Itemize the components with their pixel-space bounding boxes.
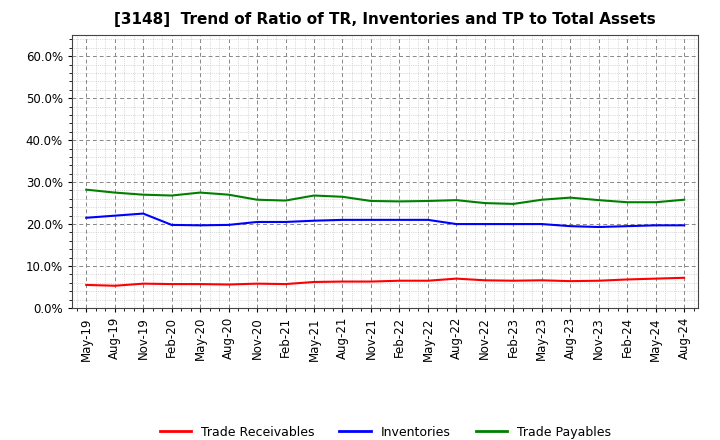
Inventories — [366, 217, 375, 223]
Trade Payables — [82, 187, 91, 192]
Trade Receivables — [452, 276, 461, 281]
Trade Receivables — [139, 281, 148, 286]
Trade Receivables — [423, 278, 432, 283]
Inventories — [167, 222, 176, 227]
Inventories — [566, 224, 575, 229]
Trade Receivables — [509, 278, 518, 283]
Inventories — [110, 213, 119, 218]
Inventories — [423, 217, 432, 223]
Title: [3148]  Trend of Ratio of TR, Inventories and TP to Total Assets: [3148] Trend of Ratio of TR, Inventories… — [114, 12, 656, 27]
Inventories — [82, 215, 91, 220]
Trade Payables — [282, 198, 290, 203]
Inventories — [225, 222, 233, 227]
Inventories — [395, 217, 404, 223]
Trade Payables — [196, 190, 204, 195]
Trade Receivables — [623, 277, 631, 282]
Inventories — [196, 223, 204, 228]
Trade Receivables — [225, 282, 233, 287]
Trade Receivables — [480, 278, 489, 283]
Trade Payables — [423, 198, 432, 204]
Trade Receivables — [310, 279, 318, 285]
Inventories — [623, 224, 631, 229]
Trade Payables — [310, 193, 318, 198]
Inventories — [480, 221, 489, 227]
Inventories — [452, 221, 461, 227]
Trade Payables — [595, 198, 603, 203]
Trade Payables — [366, 198, 375, 204]
Trade Receivables — [395, 278, 404, 283]
Inventories — [282, 219, 290, 224]
Trade Receivables — [196, 282, 204, 287]
Trade Receivables — [282, 282, 290, 287]
Trade Receivables — [366, 279, 375, 284]
Trade Payables — [537, 197, 546, 202]
Inventories — [595, 224, 603, 230]
Inventories — [338, 217, 347, 223]
Trade Receivables — [652, 276, 660, 281]
Line: Inventories: Inventories — [86, 213, 684, 227]
Trade Payables — [480, 201, 489, 206]
Trade Payables — [139, 192, 148, 197]
Trade Payables — [338, 194, 347, 199]
Line: Trade Payables: Trade Payables — [86, 190, 684, 204]
Trade Receivables — [338, 279, 347, 284]
Trade Payables — [680, 197, 688, 202]
Trade Receivables — [110, 283, 119, 288]
Inventories — [652, 223, 660, 228]
Trade Payables — [452, 198, 461, 203]
Trade Payables — [395, 199, 404, 204]
Inventories — [680, 223, 688, 228]
Legend: Trade Receivables, Inventories, Trade Payables: Trade Receivables, Inventories, Trade Pa… — [155, 421, 616, 440]
Trade Payables — [652, 200, 660, 205]
Inventories — [509, 221, 518, 227]
Line: Trade Receivables: Trade Receivables — [86, 278, 684, 286]
Trade Receivables — [566, 279, 575, 284]
Trade Payables — [509, 201, 518, 206]
Trade Payables — [167, 193, 176, 198]
Inventories — [139, 211, 148, 216]
Trade Payables — [253, 197, 261, 202]
Inventories — [310, 218, 318, 224]
Trade Payables — [623, 200, 631, 205]
Trade Payables — [566, 195, 575, 200]
Inventories — [253, 219, 261, 224]
Trade Receivables — [595, 278, 603, 283]
Trade Receivables — [167, 282, 176, 287]
Trade Payables — [225, 192, 233, 197]
Trade Receivables — [537, 278, 546, 283]
Trade Payables — [110, 190, 119, 195]
Trade Receivables — [253, 281, 261, 286]
Inventories — [537, 221, 546, 227]
Trade Receivables — [680, 275, 688, 280]
Trade Receivables — [82, 282, 91, 288]
